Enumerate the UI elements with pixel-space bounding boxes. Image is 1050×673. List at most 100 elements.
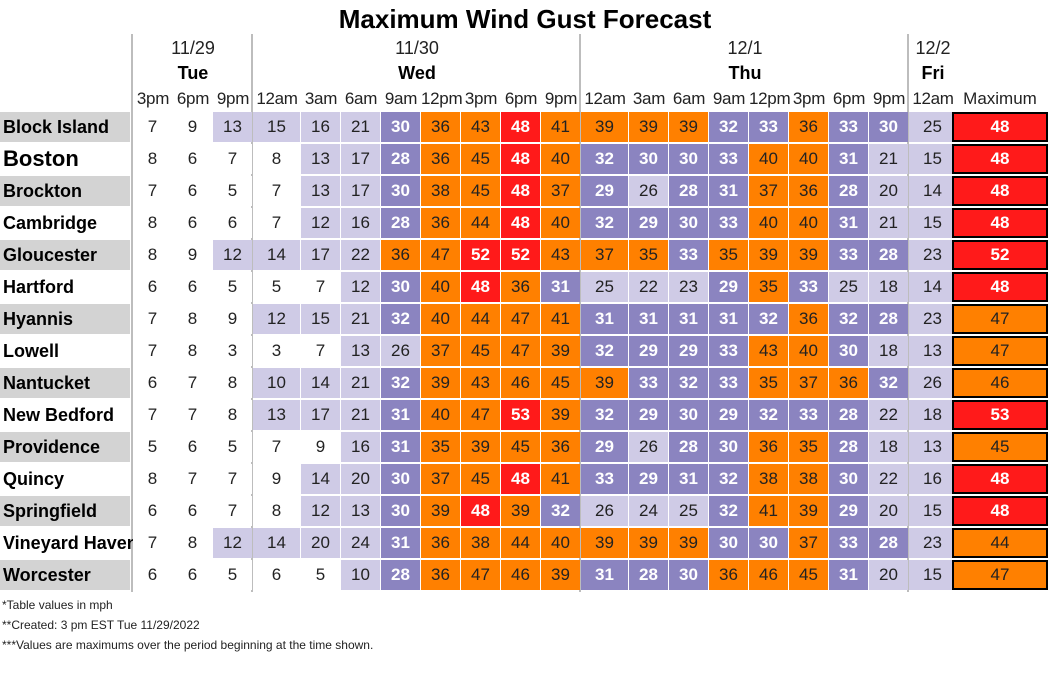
gust-value-cell: 9: [173, 112, 212, 142]
gust-value-cell: 8: [173, 528, 212, 558]
time-header: 9am: [712, 89, 746, 108]
gust-value-cell: 33: [709, 336, 748, 366]
day-separator: [907, 34, 909, 592]
gust-value-cell: 30: [669, 400, 708, 430]
gust-value-cell: 39: [581, 112, 628, 142]
day-name-header: Tue: [177, 63, 209, 83]
gust-value-cell: 30: [381, 496, 420, 526]
gust-value-cell: 31: [581, 304, 628, 334]
gust-value-cell: 25: [909, 112, 956, 142]
gust-value-cell: 36: [749, 432, 788, 462]
gust-value-cell: 15: [301, 304, 340, 334]
gust-value-cell: 30: [749, 528, 788, 558]
time-header: 3pm: [792, 89, 826, 108]
gust-value-cell: 33: [789, 400, 828, 430]
gust-value-cell: 47: [461, 560, 500, 590]
gust-value-cell: 21: [341, 112, 380, 142]
gust-value-cell: 31: [541, 272, 580, 302]
gust-value-cell: 39: [461, 432, 500, 462]
gust-value-cell: 7: [213, 144, 252, 174]
city-label: Providence: [0, 432, 130, 462]
gust-value-cell: 7: [133, 304, 172, 334]
time-header: 6am: [344, 89, 378, 108]
gust-value-cell: 32: [709, 496, 748, 526]
gust-value-cell: 32: [669, 368, 708, 398]
gust-value-cell: 28: [829, 176, 868, 206]
gust-value-cell: 48: [501, 176, 540, 206]
gust-value-cell: 39: [541, 336, 580, 366]
gust-value-cell: 15: [909, 560, 956, 590]
gust-value-cell: 37: [749, 176, 788, 206]
gust-value-cell: 41: [749, 496, 788, 526]
gust-value-cell: 37: [541, 176, 580, 206]
gust-value-cell: 36: [541, 432, 580, 462]
maximum-value-cell: 45: [952, 432, 1048, 462]
city-label: New Bedford: [0, 400, 130, 430]
gust-value-cell: 32: [581, 336, 628, 366]
gust-value-cell: 18: [869, 432, 908, 462]
gust-value-cell: 16: [341, 208, 380, 238]
gust-value-cell: 8: [173, 304, 212, 334]
gust-value-cell: 20: [341, 464, 380, 494]
gust-value-cell: 31: [709, 176, 748, 206]
gust-value-cell: 30: [709, 432, 748, 462]
gust-value-cell: 20: [869, 560, 908, 590]
time-header: 6am: [672, 89, 706, 108]
city-label: Hartford: [0, 272, 130, 302]
gust-value-cell: 31: [381, 400, 420, 430]
gust-value-cell: 8: [213, 368, 252, 398]
gust-value-cell: 16: [301, 112, 340, 142]
gust-value-cell: 5: [213, 432, 252, 462]
maximum-value-cell: 46: [952, 368, 1048, 398]
gust-value-cell: 21: [869, 144, 908, 174]
time-header: 6pm: [504, 89, 538, 108]
gust-value-cell: 8: [133, 144, 172, 174]
gust-value-cell: 18: [909, 400, 956, 430]
maximum-value-cell: 48: [952, 464, 1048, 494]
gust-value-cell: 52: [461, 240, 500, 270]
gust-value-cell: 12: [253, 304, 300, 334]
gust-value-cell: 43: [749, 336, 788, 366]
maximum-value-cell: 47: [952, 304, 1048, 334]
gust-value-cell: 38: [421, 176, 460, 206]
gust-value-cell: 31: [581, 560, 628, 590]
gust-value-cell: 26: [629, 176, 668, 206]
footnote-period: ***Values are maximums over the period b…: [2, 638, 374, 652]
gust-value-cell: 14: [253, 240, 300, 270]
gust-value-cell: 6: [173, 176, 212, 206]
gust-value-cell: 25: [829, 272, 868, 302]
gust-value-cell: 33: [709, 144, 748, 174]
gust-value-cell: 33: [749, 112, 788, 142]
gust-value-cell: 5: [253, 272, 300, 302]
gust-value-cell: 35: [789, 432, 828, 462]
gust-value-cell: 13: [301, 144, 340, 174]
gust-value-cell: 22: [869, 400, 908, 430]
gust-value-cell: 9: [253, 464, 300, 494]
gust-value-cell: 24: [341, 528, 380, 558]
day-name-header: Thu: [728, 63, 762, 83]
gust-value-cell: 33: [709, 208, 748, 238]
gust-value-cell: 45: [789, 560, 828, 590]
gust-value-cell: 23: [909, 304, 956, 334]
gust-value-cell: 6: [133, 496, 172, 526]
gust-value-cell: 15: [909, 496, 956, 526]
gust-value-cell: 43: [461, 112, 500, 142]
maximum-value-cell: 48: [952, 176, 1048, 206]
gust-value-cell: 29: [829, 496, 868, 526]
gust-value-cell: 7: [133, 528, 172, 558]
gust-value-cell: 29: [669, 336, 708, 366]
gust-value-cell: 33: [829, 112, 868, 142]
gust-value-cell: 41: [541, 464, 580, 494]
gust-value-cell: 28: [381, 560, 420, 590]
gust-value-cell: 35: [709, 240, 748, 270]
gust-value-cell: 22: [341, 240, 380, 270]
gust-value-cell: 7: [133, 112, 172, 142]
time-header: 9pm: [544, 89, 578, 108]
gust-value-cell: 7: [253, 176, 300, 206]
gust-value-cell: 14: [301, 464, 340, 494]
gust-value-cell: 32: [581, 400, 628, 430]
gust-value-cell: 39: [581, 528, 628, 558]
footnote-units: *Table values in mph: [2, 598, 113, 612]
gust-value-cell: 41: [541, 304, 580, 334]
gust-value-cell: 30: [829, 464, 868, 494]
